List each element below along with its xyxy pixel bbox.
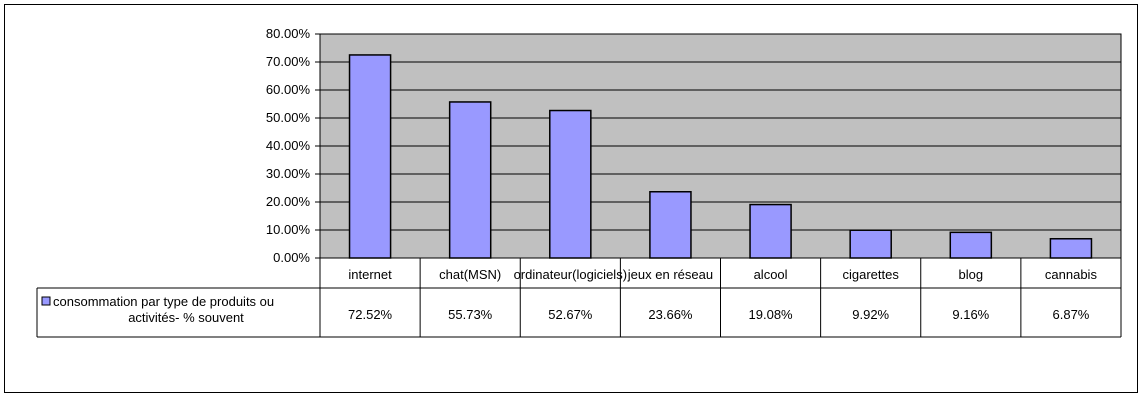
bar [949, 231, 993, 259]
y-tick-label: 40.00% [266, 138, 311, 153]
category-label: alcool [754, 267, 788, 282]
y-tick-label: 30.00% [266, 166, 311, 181]
category-label: cannabis [1045, 267, 1098, 282]
data-label: 52.67% [548, 307, 593, 322]
data-label: 6.87% [1053, 307, 1090, 322]
y-tick-label: 20.00% [266, 194, 311, 209]
data-label: 55.73% [448, 307, 493, 322]
bar-chart: 0.00% 10.00% 20.00% 30.00% 40.00% 50.00% 60.00… [36, 26, 1122, 338]
y-tick-label: 70.00% [266, 54, 311, 69]
bar [749, 203, 792, 259]
category-label: cigarettes [843, 267, 900, 282]
bar [549, 109, 592, 259]
bar [649, 191, 692, 259]
data-label: 23.66% [648, 307, 693, 322]
y-tick-label: 0.00% [273, 250, 310, 265]
category-label: blog [959, 267, 984, 282]
data-label: 9.92% [852, 307, 889, 322]
chart-frame: 0.00% 10.00% 20.00% 30.00% 40.00% 50.00% 60.00… [4, 4, 1138, 393]
y-tick-label: 80.00% [266, 26, 311, 41]
legend-key [41, 296, 51, 306]
y-axis: 0.00% 10.00% 20.00% 30.00% 40.00% 50.00% 60.00… [266, 26, 320, 265]
bar [448, 101, 492, 259]
category-label: chat(MSN) [439, 267, 501, 282]
bar [348, 54, 392, 259]
bar [1049, 238, 1093, 259]
category-label: internet [348, 267, 392, 282]
legend-label: activités- % souvent [128, 310, 244, 325]
legend-label: consommation par type de produits ou [53, 294, 274, 309]
bar [849, 229, 892, 259]
y-tick-label: 50.00% [266, 110, 311, 125]
data-label: 9.16% [952, 307, 989, 322]
data-table: internet 72.52% chat(MSN) 55.73% ordinateur(… [36, 258, 1122, 338]
bars [348, 54, 1093, 259]
category-label: jeux en réseau [627, 267, 713, 282]
data-label: 72.52% [348, 307, 393, 322]
y-tick-label: 10.00% [266, 222, 311, 237]
category-label: ordinateur(logiciels) [514, 267, 627, 282]
data-label: 19.08% [749, 307, 794, 322]
y-tick-label: 60.00% [266, 82, 311, 97]
